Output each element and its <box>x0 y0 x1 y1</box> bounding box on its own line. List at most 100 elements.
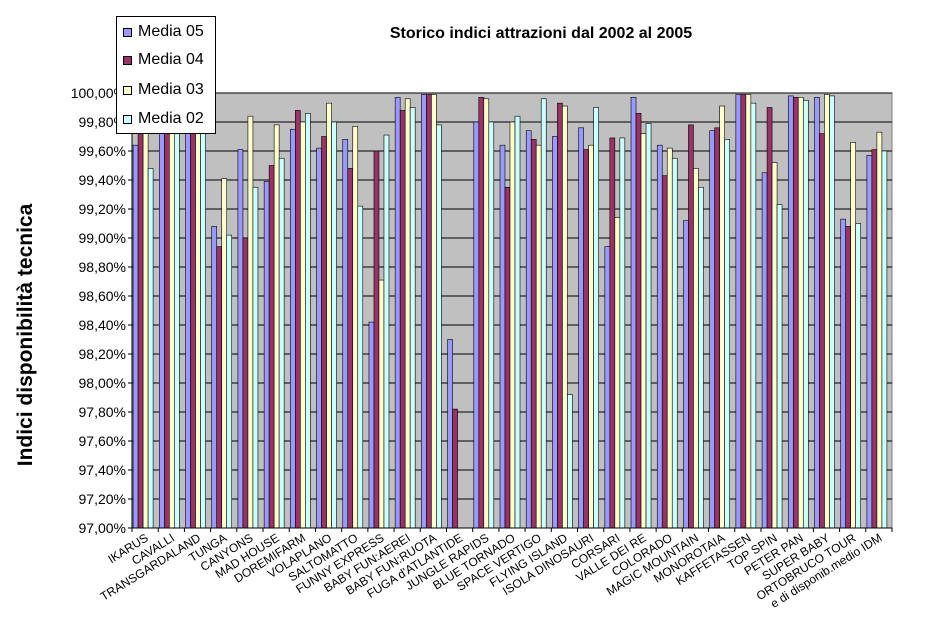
legend-label: Media 04 <box>138 51 204 68</box>
bar <box>273 124 280 529</box>
x-tick-labels: IKARUSCAVALLITRANSGARDALANDTUNGACANYONSM… <box>98 528 893 611</box>
bar <box>683 220 689 529</box>
bar <box>829 95 835 529</box>
y-tick-label: 98,00% <box>79 375 126 391</box>
bar <box>137 97 144 529</box>
y-tick-label: 99,00% <box>79 230 126 246</box>
y-tick-label: 97,20% <box>79 491 126 507</box>
bar <box>714 127 720 529</box>
legend-swatch <box>123 28 132 37</box>
bar <box>352 126 359 529</box>
bar <box>530 139 537 529</box>
bar <box>740 94 747 529</box>
bar <box>404 98 411 529</box>
bar <box>724 139 730 529</box>
y-tick-label: 99,80% <box>79 114 126 130</box>
bar <box>693 168 699 529</box>
bar <box>504 186 511 529</box>
bar <box>399 110 406 529</box>
bar <box>316 147 322 529</box>
bar <box>447 339 453 529</box>
bar <box>688 124 694 529</box>
bar <box>797 97 804 529</box>
bar <box>819 133 825 529</box>
bar <box>814 97 820 529</box>
bar <box>588 144 594 529</box>
bar <box>357 205 364 529</box>
bar <box>159 104 165 529</box>
y-tick-label: 97,80% <box>79 404 126 420</box>
bar <box>226 234 233 529</box>
bar <box>268 165 275 529</box>
bar <box>378 279 385 529</box>
bar <box>876 131 883 529</box>
y-tick-labels: 97,00% 97,20% 97,40% 97,60% 97,80% 98,00% 98,2… <box>71 85 132 536</box>
bar <box>735 94 742 529</box>
bar <box>431 94 437 529</box>
bar <box>132 144 139 529</box>
y-tick-label: 98,20% <box>79 346 126 362</box>
bar <box>278 157 285 529</box>
legend: Media 05 Media 04 Media 03 Media 02 <box>116 16 216 134</box>
bar <box>761 172 768 529</box>
legend-swatch <box>123 56 132 65</box>
bar <box>368 321 375 529</box>
legend-swatch <box>123 86 132 95</box>
bar <box>766 107 773 529</box>
bar <box>436 124 442 529</box>
bar <box>142 99 149 529</box>
bar <box>488 121 495 529</box>
bar <box>342 139 349 529</box>
bar <box>211 226 218 529</box>
bar <box>776 204 783 529</box>
bar <box>666 147 673 529</box>
bar <box>855 223 861 529</box>
bar <box>845 226 851 529</box>
bar <box>242 237 249 529</box>
bar <box>169 107 175 529</box>
bar <box>709 130 715 529</box>
bar <box>514 115 521 529</box>
bar <box>552 136 558 529</box>
bar <box>452 408 458 529</box>
bar <box>295 110 301 529</box>
bar <box>840 218 846 529</box>
bar <box>871 149 878 529</box>
bar <box>347 168 354 529</box>
bar <box>645 123 652 529</box>
bar <box>305 113 311 529</box>
bar <box>290 128 296 529</box>
bar <box>824 94 830 529</box>
bar <box>609 137 616 529</box>
y-tick-label: 98,60% <box>79 288 126 304</box>
bar <box>640 133 647 529</box>
bar <box>326 102 332 529</box>
y-tick-label: 98,40% <box>79 317 126 333</box>
bar <box>190 99 196 529</box>
y-tick-label: 97,40% <box>79 462 126 478</box>
y-tick-label: 97,00% <box>79 520 126 536</box>
bar <box>850 142 856 529</box>
bar <box>535 144 542 529</box>
bar <box>750 102 757 529</box>
legend-swatch <box>123 115 132 124</box>
bar <box>421 94 427 529</box>
y-tick-label: 99,60% <box>79 143 126 159</box>
bar <box>567 394 573 529</box>
bar <box>562 105 568 529</box>
legend-label: Media 03 <box>138 81 204 98</box>
bar <box>263 181 270 529</box>
bar <box>373 150 380 529</box>
legend-label: Media 05 <box>138 23 204 40</box>
bar <box>745 94 752 529</box>
chart-title: Storico indici attrazioni dal 2002 al 20… <box>390 25 692 42</box>
bar <box>499 144 506 529</box>
bar <box>321 136 327 529</box>
bar <box>237 149 244 529</box>
bar <box>252 186 259 529</box>
bar <box>583 149 589 529</box>
bar <box>578 127 584 529</box>
bar <box>787 95 794 529</box>
bar <box>671 157 678 529</box>
bar <box>656 144 663 529</box>
